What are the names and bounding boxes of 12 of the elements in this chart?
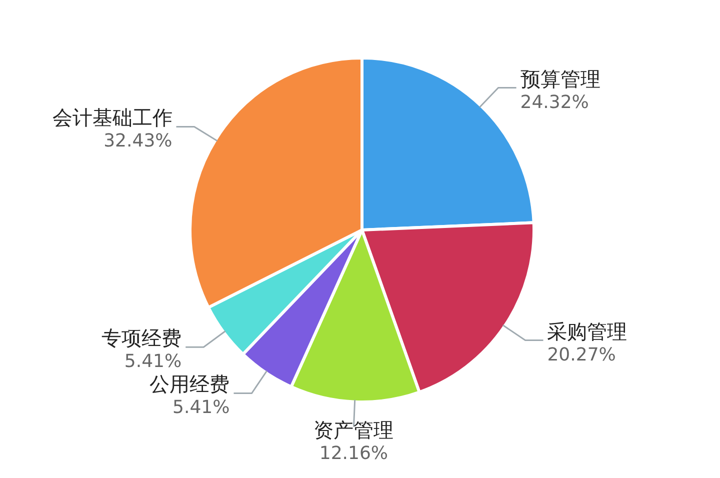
slice-label: 会计基础工作 (52, 106, 172, 130)
data-label: 32.43% (104, 130, 172, 152)
data-label: 5.41% (124, 351, 182, 372)
data-label: 20.27% (547, 344, 616, 366)
slice-label: 资产管理 (314, 418, 394, 442)
slice-label: 公用经费 (150, 372, 230, 396)
data-label: 12.16% (319, 442, 388, 464)
data-label: 24.32% (520, 92, 589, 113)
slice-label: 采购管理 (547, 319, 628, 344)
slice-label: 专项经费 (102, 326, 182, 350)
slice-label: 预算管理 (520, 66, 600, 91)
data-label: 5.41% (172, 397, 230, 418)
